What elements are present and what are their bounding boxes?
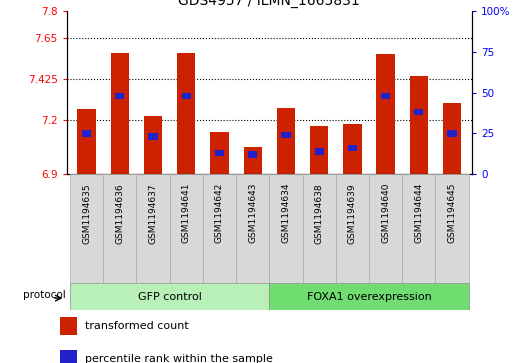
Text: GSM1194644: GSM1194644 xyxy=(415,183,423,243)
Bar xyxy=(314,148,324,155)
Text: GSM1194643: GSM1194643 xyxy=(248,183,257,244)
Bar xyxy=(236,174,269,283)
Bar xyxy=(343,125,362,174)
Bar xyxy=(103,174,136,283)
Text: GSM1194642: GSM1194642 xyxy=(215,183,224,243)
Text: GSM1194640: GSM1194640 xyxy=(381,183,390,244)
Bar xyxy=(336,174,369,283)
Bar xyxy=(70,283,269,310)
Text: GSM1194634: GSM1194634 xyxy=(282,183,290,244)
Text: GFP control: GFP control xyxy=(137,292,202,302)
Bar xyxy=(402,174,436,283)
Bar xyxy=(310,126,328,174)
Bar xyxy=(443,102,461,174)
Bar xyxy=(369,174,402,283)
Bar xyxy=(210,132,229,174)
Bar xyxy=(248,151,258,158)
Bar xyxy=(148,133,157,140)
Text: FOXA1 overexpression: FOXA1 overexpression xyxy=(307,292,431,302)
Text: percentile rank within the sample: percentile rank within the sample xyxy=(85,354,273,363)
Text: GSM1194641: GSM1194641 xyxy=(182,183,191,244)
Bar xyxy=(277,108,295,174)
Bar xyxy=(348,145,357,151)
Bar xyxy=(244,147,262,174)
Text: GSM1194645: GSM1194645 xyxy=(447,183,457,244)
Bar xyxy=(182,93,191,99)
Text: GSM1194638: GSM1194638 xyxy=(314,183,324,244)
Bar xyxy=(410,76,428,174)
Bar xyxy=(436,174,469,283)
Bar xyxy=(269,174,303,283)
Bar xyxy=(61,350,77,363)
Bar xyxy=(177,53,195,174)
Text: protocol: protocol xyxy=(23,290,66,301)
Bar xyxy=(136,174,170,283)
Bar xyxy=(377,53,394,174)
Bar xyxy=(381,93,390,99)
Bar xyxy=(111,53,129,174)
Bar xyxy=(269,283,469,310)
Text: GSM1194637: GSM1194637 xyxy=(149,183,157,244)
Text: GSM1194639: GSM1194639 xyxy=(348,183,357,244)
Bar xyxy=(82,130,91,136)
Bar xyxy=(203,174,236,283)
Bar xyxy=(144,116,162,174)
Bar xyxy=(447,130,457,136)
Bar xyxy=(70,174,103,283)
Bar xyxy=(77,109,96,174)
Bar xyxy=(414,109,423,115)
Bar xyxy=(303,174,336,283)
Bar xyxy=(281,132,290,138)
Text: GSM1194635: GSM1194635 xyxy=(82,183,91,244)
Title: GDS4957 / ILMN_1665831: GDS4957 / ILMN_1665831 xyxy=(179,0,360,8)
Bar xyxy=(115,93,125,99)
Bar xyxy=(215,150,224,156)
Bar xyxy=(170,174,203,283)
Text: GSM1194636: GSM1194636 xyxy=(115,183,124,244)
Text: transformed count: transformed count xyxy=(85,321,189,331)
Bar xyxy=(61,317,77,335)
